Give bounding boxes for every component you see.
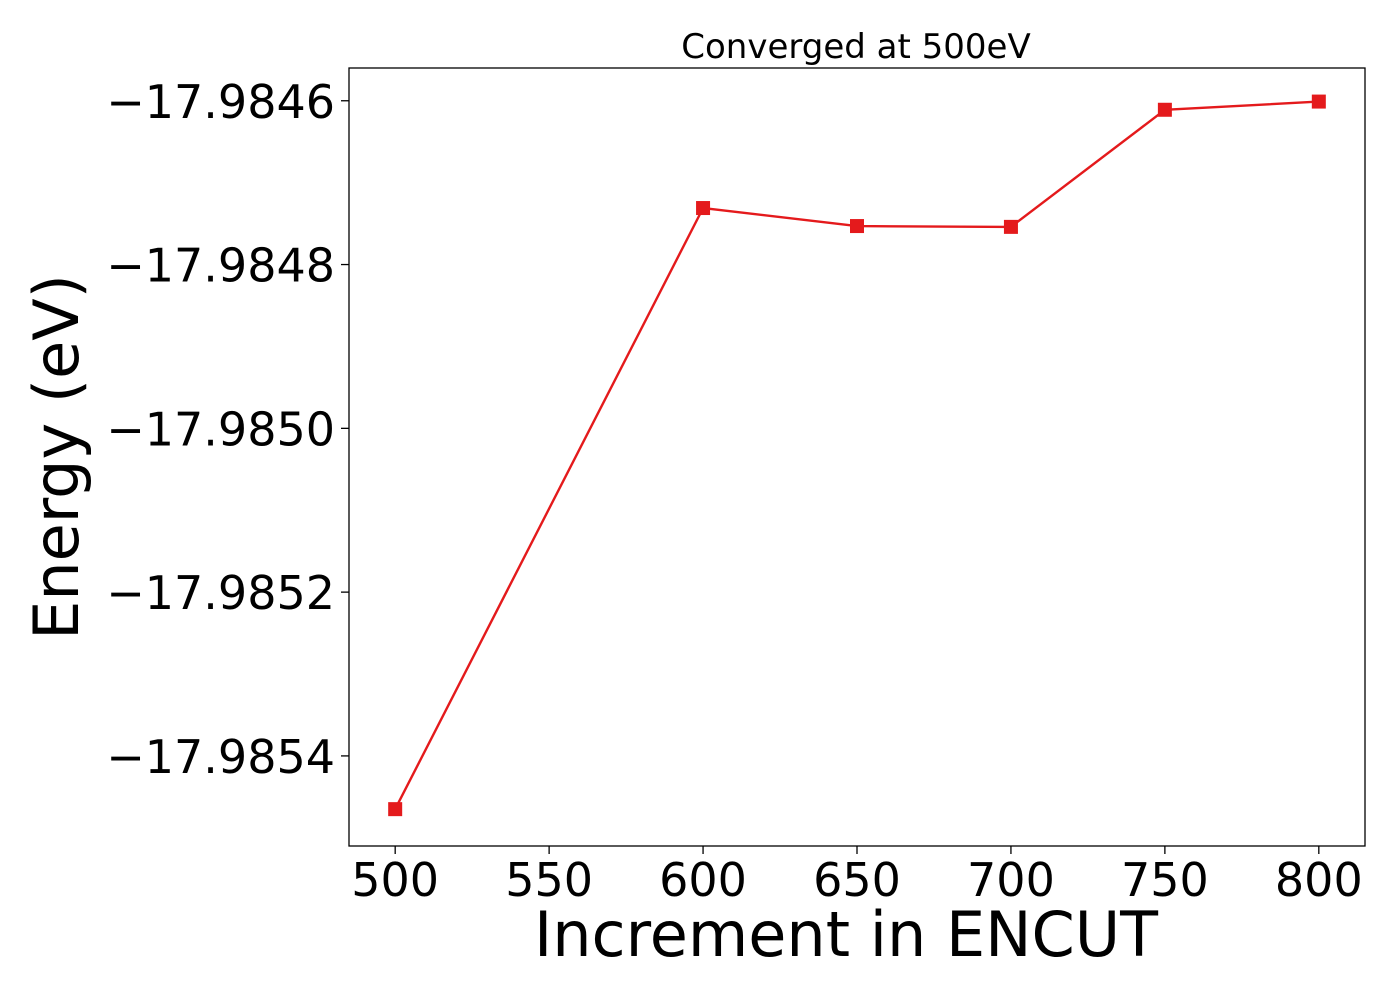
- x-tick-label: 800: [1275, 853, 1363, 907]
- x-tick-label: 700: [967, 853, 1055, 907]
- data-point-marker: [696, 201, 711, 216]
- y-axis-label: Energy (eV): [20, 274, 93, 640]
- y-tick-label: −17.9850: [106, 402, 335, 456]
- x-tick-label: 550: [505, 853, 593, 907]
- x-tick-label: 500: [351, 853, 439, 907]
- x-tick-label: 750: [1121, 853, 1209, 907]
- y-axis-ticks: −17.9846 −17.9848 −17.9850 −17.9852 −17.9854: [106, 75, 349, 784]
- x-axis-ticks: 500 550 600 650 700 750 800: [351, 846, 1363, 907]
- y-tick-label: −17.9852: [106, 566, 335, 620]
- data-point-marker: [388, 802, 403, 817]
- series-layer: [388, 94, 1326, 817]
- plot-area-frame: [348, 67, 1366, 847]
- data-point-marker: [1003, 219, 1018, 234]
- x-axis-label: Increment in ENCUT: [534, 898, 1159, 971]
- data-point-marker: [1157, 102, 1172, 117]
- data-point-marker: [1311, 94, 1326, 109]
- y-tick-label: −17.9848: [106, 239, 335, 293]
- x-tick-label: 600: [659, 853, 747, 907]
- y-tick-label: −17.9846: [106, 75, 335, 129]
- series-line: [394, 100, 1319, 810]
- data-point-marker: [850, 219, 864, 234]
- chart-title: Converged at 500eV: [681, 27, 1030, 67]
- y-tick-label: −17.9854: [106, 730, 335, 784]
- x-tick-label: 650: [813, 853, 901, 907]
